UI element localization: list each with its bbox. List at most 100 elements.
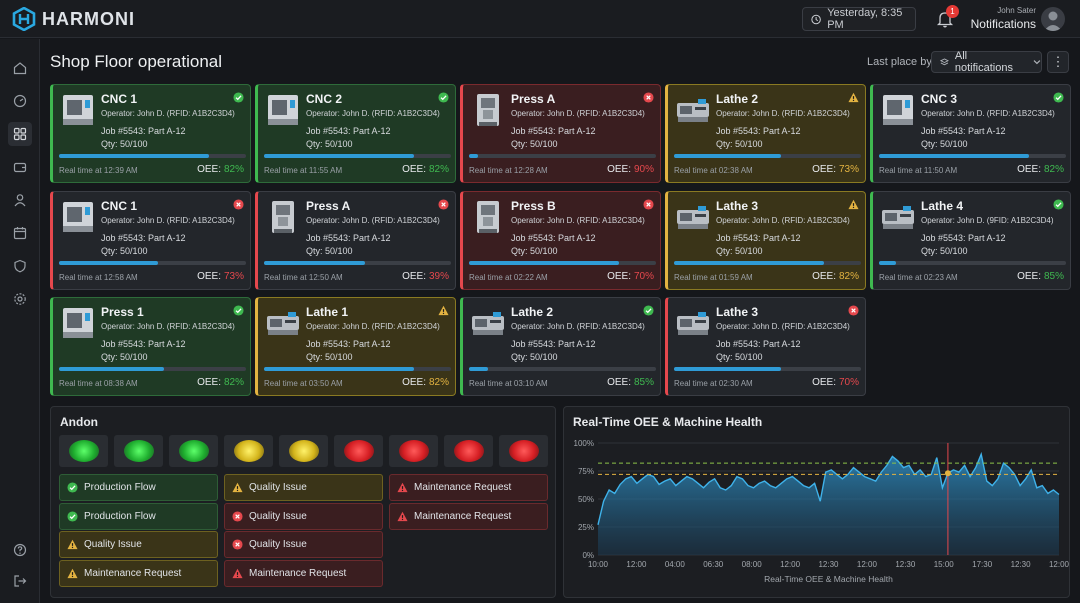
job-label: Job #5543: Part A-12 [921,233,1006,243]
bell-icon[interactable] [936,10,954,28]
lamp-light [233,440,264,462]
quantity-label: Qty: 50/100 [306,139,353,149]
realtime-label: Real time at 11:55 AM [264,166,343,175]
machine-name: Press A [511,92,556,106]
progress-fill [469,154,479,158]
oee-value: 90% [633,164,654,175]
sidebar-item-calendar[interactable] [8,221,32,245]
oee-label: OEE: [812,164,836,175]
home-icon [13,62,27,75]
oee-value: 85% [1043,271,1064,282]
quantity-label: Qty: 50/100 [101,139,148,149]
andon-alert-item[interactable]: Quality Issue [224,474,383,501]
machine-card[interactable]: Lathe 3 Operator: John D. (RFID: A1B2C3D4… [665,191,866,290]
machine-card[interactable]: CNC 1 Operator: John D. (RFID: A1B2C3D4) J… [50,191,251,290]
andon-alert-item[interactable]: Maintenance Request [389,502,548,530]
andon-alert-item[interactable]: Production Flow [59,474,218,501]
andon-alert-item[interactable]: Quality Issue [224,502,383,530]
andon-alert-item[interactable]: Quality Issue [59,531,218,558]
oee-label: OEE: [607,271,631,282]
chart-title: Real-Time OEE & Machine Health [573,415,763,429]
sidebar-item-users[interactable] [8,188,32,212]
machine-card[interactable]: Press B Operator: John D. (RFID: A1B2C3D4… [460,191,661,290]
machine-card[interactable]: Press A Operator: John D. (RFID: A1B2C3D4… [255,191,456,290]
machine-card[interactable]: Press 1 Operator: John D. (RFID: A1B2C3D4… [50,297,251,396]
sidebar-item-logout[interactable] [8,569,32,593]
job-label: Job #5543: Part A-12 [101,339,186,349]
machine-card[interactable]: CNC 3 Operator: John D. (RFID: A1B2C3D4) J… [870,84,1071,183]
machine-card[interactable]: CNC 2 Operator: John D. (RFID: A1B2C3D4) J… [255,84,456,183]
more-options-button[interactable]: ⋮ [1047,51,1069,73]
lamp-light [68,440,99,462]
avatar[interactable] [1041,7,1065,31]
x-tick-label: 12:30 [818,560,839,569]
user-menu[interactable]: John Sater Notifications [968,6,1036,31]
andon-alert-item[interactable]: Maintenance Request [59,559,218,587]
lamp-light [343,440,374,462]
progress-bar [469,261,656,265]
andon-lamp-red [334,435,383,467]
lamp-light [288,440,319,462]
oee-readout: OEE: 82% [402,377,449,388]
help-icon [13,543,27,557]
quantity-label: Qty: 50/100 [511,139,558,149]
machine-card[interactable]: Lathe 4 Operator: John D. (9FID: A1B2C3D4… [870,191,1071,290]
error-icon [438,199,449,210]
job-label: Job #5543: Part A-12 [921,126,1006,136]
oee-value: 85% [633,377,654,388]
andon-alert-item[interactable]: Maintenance Request [389,474,548,501]
oee-value: 82% [428,164,449,175]
machine-name: Lathe 1 [306,305,349,319]
sidebar-item-home[interactable] [8,56,32,80]
oee-readout: OEE: 82% [402,164,449,175]
oee-value: 73% [838,164,859,175]
oee-label: OEE: [402,271,426,282]
andon-alert-label: Maintenance Request [84,567,182,579]
alert-triangle-icon [232,568,243,578]
oee-readout: OEE: 85% [1017,271,1064,282]
x-tick-label: 08:00 [742,560,763,569]
oee-value: 82% [223,164,244,175]
sidebar-item-settings[interactable] [8,287,32,311]
check-icon [233,305,244,316]
sidebar-item-security[interactable] [8,254,32,278]
job-label: Job #5543: Part A-12 [101,126,186,136]
oee-area [598,454,1059,555]
andon-alert-item[interactable]: Maintenance Request [224,559,383,587]
machine-card[interactable]: Lathe 2 Operator: John D. (RFID: A1B2C3D4… [665,84,866,183]
machine-card[interactable]: CNC 1 Operator: John D. (RFID: A1B2C3D4) J… [50,84,251,183]
oee-readout: OEE: 82% [812,271,859,282]
progress-fill [264,367,414,371]
sidebar-item-shop-floor[interactable] [8,122,32,146]
notifications-link[interactable]: Notifications [970,17,1036,31]
app-logo[interactable]: HARMONI [12,7,135,31]
x-tick-label: 12:00 [626,560,647,569]
realtime-label: Real time at 03:10 AM [469,379,548,388]
andon-alert-item[interactable]: Production Flow [59,502,218,530]
sidebar-item-wallet[interactable] [8,155,32,179]
oee-chart-panel: Real-Time OEE & Machine Health 0% 25% 50% 7… [563,406,1070,598]
sidebar-item-help[interactable] [8,538,32,562]
operator-label: Operator: John D. (RFID: A1B2C3D4) [716,322,850,331]
lathe-machine-icon [267,312,299,335]
sidebar-item-dashboard[interactable] [8,89,32,113]
machine-card[interactable]: Lathe 1 Operator: John D. (RFID: A1B2C3D4… [255,297,456,396]
realtime-label: Real time at 12:28 AM [469,166,548,175]
andon-alert-label: Quality Issue [84,539,142,550]
job-label: Job #5543: Part A-12 [511,233,596,243]
alert-triangle-icon [397,511,408,521]
machine-card[interactable]: Lathe 2 Operator: John D. (RFID: A1B2C3D4… [460,297,661,396]
machine-name: Lathe 3 [716,305,759,319]
machine-card[interactable]: Lathe 3 Operator: John D. (RFID: A1B2C3D4… [665,297,866,396]
x-tick-label: 10:00 [588,560,609,569]
quantity-label: Qty: 50/100 [306,246,353,256]
oee-readout: OEE: 85% [607,377,654,388]
machine-card[interactable]: Press A Operator: John D. (RFID: A1B2C3D4… [460,84,661,183]
andon-alert-item[interactable]: Quality Issue [224,531,383,558]
andon-lamp-green [59,435,108,467]
date-picker[interactable]: Yesterday, 8:35 PM [802,7,916,31]
notifications-filter-select[interactable]: All notifications [931,50,1042,74]
job-label: Job #5543: Part A-12 [716,233,801,243]
progress-bar [469,367,656,371]
oee-value: 82% [223,377,244,388]
